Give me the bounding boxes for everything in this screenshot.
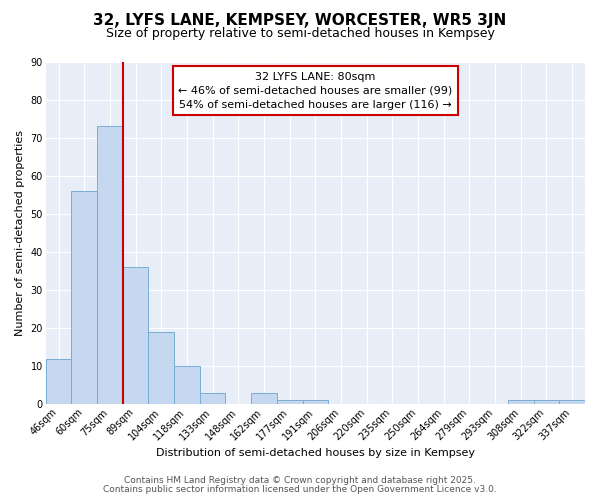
Text: Contains HM Land Registry data © Crown copyright and database right 2025.: Contains HM Land Registry data © Crown c… (124, 476, 476, 485)
Bar (97, 126, 123, 404)
X-axis label: Distribution of semi-detached houses by size in Kempsey: Distribution of semi-detached houses by … (156, 448, 475, 458)
Bar (508, 400, 533, 404)
Bar (277, 400, 302, 404)
Bar (148, 332, 174, 404)
Bar (302, 400, 328, 404)
Bar (251, 393, 277, 404)
Text: 32, LYFS LANE, KEMPSEY, WORCESTER, WR5 3JN: 32, LYFS LANE, KEMPSEY, WORCESTER, WR5 3… (94, 12, 506, 28)
Text: Contains public sector information licensed under the Open Government Licence v3: Contains public sector information licen… (103, 485, 497, 494)
Bar (71, 191, 97, 404)
Bar (174, 366, 200, 405)
Bar (123, 267, 148, 404)
Bar (559, 400, 585, 404)
Bar (200, 393, 226, 404)
Bar (46, 358, 71, 405)
Text: Size of property relative to semi-detached houses in Kempsey: Size of property relative to semi-detach… (106, 28, 494, 40)
Text: 32 LYFS LANE: 80sqm
← 46% of semi-detached houses are smaller (99)
54% of semi-d: 32 LYFS LANE: 80sqm ← 46% of semi-detach… (178, 72, 452, 110)
Bar (533, 400, 559, 404)
Y-axis label: Number of semi-detached properties: Number of semi-detached properties (15, 130, 25, 336)
